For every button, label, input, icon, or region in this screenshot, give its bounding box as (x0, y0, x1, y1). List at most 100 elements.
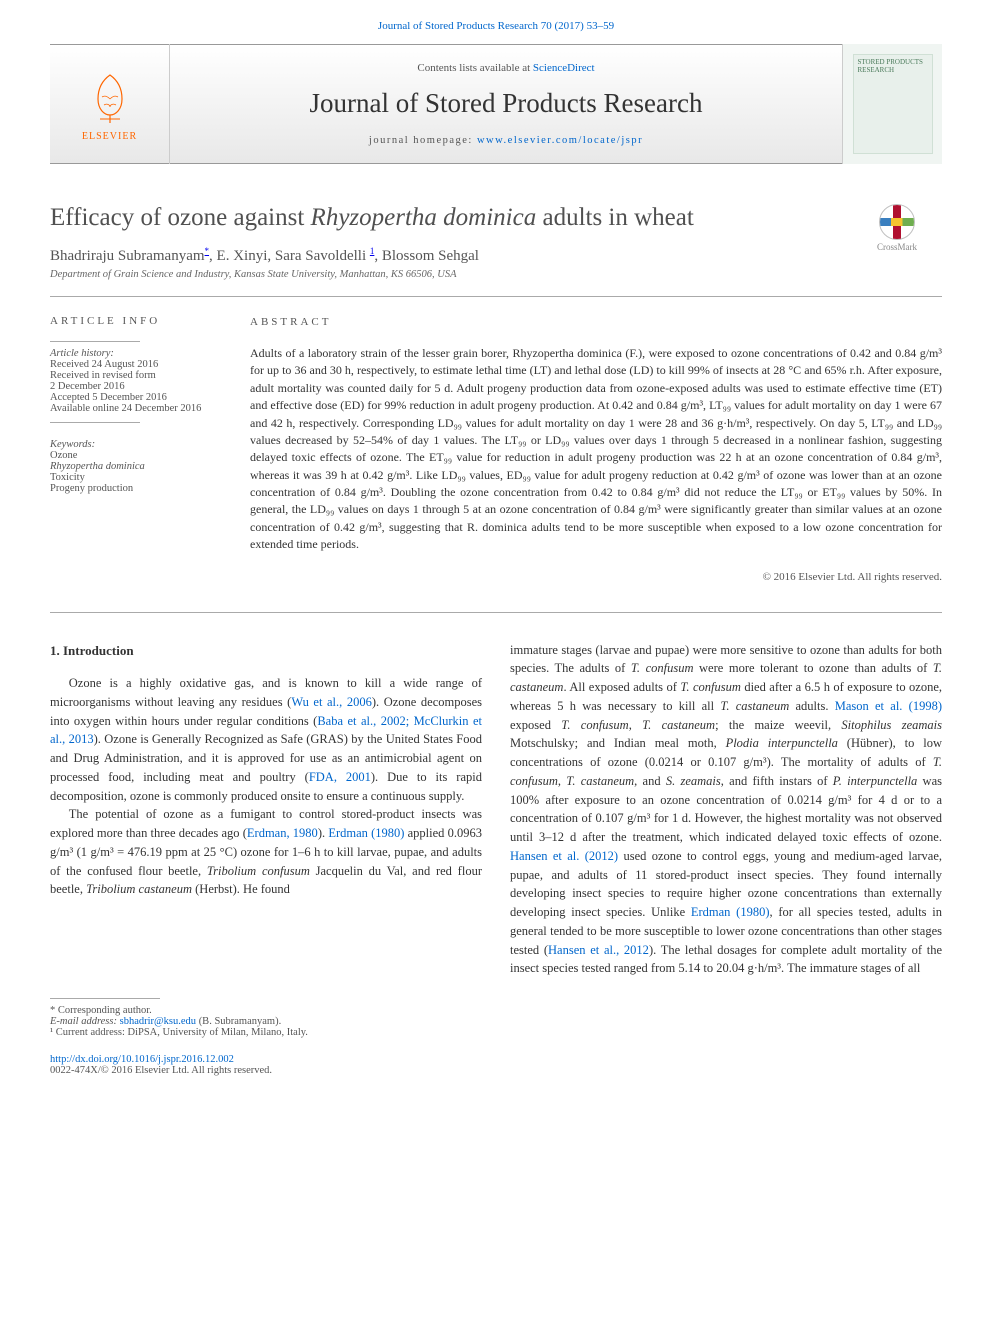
journal-homepage-line: journal homepage: www.elsevier.com/locat… (170, 135, 842, 146)
sp-tcastaneum: Tribolium castaneum (86, 882, 192, 896)
abstract-heading: abstract (250, 315, 942, 331)
keyword-3: Toxicity (50, 472, 230, 483)
crossmark-label: CrossMark (877, 242, 917, 252)
article-info-column: article info Article history: Received 2… (50, 297, 250, 586)
title-species: Rhyzopertha dominica (311, 204, 537, 231)
journal-banner: ELSEVIER Contents lists available at Sci… (50, 44, 942, 164)
sciencedirect-link[interactable]: ScienceDirect (533, 62, 595, 74)
history-accepted: Accepted 5 December 2016 (50, 392, 230, 403)
abstract-text: Adults of a laboratory strain of the les… (250, 345, 942, 554)
cover-title-text: STORED PRODUCTS RESEARCH (858, 59, 928, 74)
sp-tconfusum: Tribolium confusum (207, 864, 310, 878)
c2-em12: P. interpunctella (833, 774, 918, 788)
abstract-copyright: © 2016 Elsevier Ltd. All rights reserved… (250, 570, 942, 586)
authors-line: Bhadriraju Subramanyam*, E. Xinyi, Sara … (50, 246, 942, 265)
history-revised-2: 2 December 2016 (50, 381, 230, 392)
doi-block: http://dx.doi.org/10.1016/j.jspr.2016.12… (50, 1054, 942, 1076)
history-online: Available online 24 December 2016 (50, 403, 230, 414)
keywords-label: Keywords: (50, 439, 230, 450)
journal-cover-box: STORED PRODUCTS RESEARCH (842, 44, 942, 164)
title-post: adults in wheat (536, 204, 694, 231)
corresponding-author: * Corresponding author. (50, 1005, 942, 1016)
affiliation: Department of Grain Science and Industry… (50, 269, 942, 280)
ref-erdman-1980c[interactable]: Erdman (1980) (691, 905, 770, 919)
c2-em1: T. confusum (631, 661, 694, 675)
article-header: Efficacy of ozone against Rhyzopertha do… (50, 204, 942, 232)
ref-erdman-1980b[interactable]: Erdman (1980) (328, 826, 404, 840)
c2-em6: T. castaneum (642, 718, 715, 732)
c2-em4: T. castaneum (720, 699, 789, 713)
email-label: E-mail address: (50, 1016, 120, 1027)
c2-em5: T. confusum (561, 718, 628, 732)
section-1-heading: 1. Introduction (50, 641, 482, 661)
c2-em11: S. zeamais (666, 774, 721, 788)
info-heading: article info (50, 315, 230, 327)
footer-rule (50, 998, 160, 999)
ref-hansen-2012a[interactable]: Hansen et al. (2012) (510, 849, 618, 863)
citation-link[interactable]: Journal of Stored Products Research 70 (… (378, 20, 614, 32)
author-1: Bhadriraju Subramanyam (50, 248, 205, 264)
info-rule-2 (50, 422, 140, 423)
c2-m: , and fifth instars of (721, 774, 833, 788)
c2-em10: T. castaneum (566, 774, 634, 788)
ref-fda-2001[interactable]: FDA, 2001 (309, 770, 371, 784)
intro-para-2: The potential of ozone as a fumigant to … (50, 805, 482, 899)
c2-g: , (629, 718, 642, 732)
crossmark-icon (879, 204, 915, 240)
c2-c: . All exposed adults of (563, 680, 680, 694)
c2-f: exposed (510, 718, 561, 732)
homepage-link[interactable]: www.elsevier.com/locate/jspr (477, 135, 643, 146)
contents-lists-line: Contents lists available at ScienceDirec… (170, 62, 842, 74)
body-column-left: 1. Introduction Ozone is a highly oxidat… (50, 641, 482, 979)
journal-cover-thumbnail: STORED PRODUCTS RESEARCH (853, 54, 933, 154)
c2-em7: Sitophilus zeamais (841, 718, 942, 732)
crossmark-badge[interactable]: CrossMark (852, 204, 942, 252)
history-received: Received 24 August 2016 (50, 359, 230, 370)
article-title: Efficacy of ozone against Rhyzopertha do… (50, 204, 942, 232)
journal-name: Journal of Stored Products Research (170, 88, 842, 119)
ref-mason-1998[interactable]: Mason et al. (1998) (835, 699, 942, 713)
p2-b: ). (318, 826, 329, 840)
author-rest-1: , E. Xinyi, Sara Savoldelli (209, 248, 370, 264)
divider-bottom (50, 612, 942, 613)
body-columns: 1. Introduction Ozone is a highly oxidat… (50, 641, 942, 979)
ref-wu-2006[interactable]: Wu et al., 2006 (291, 695, 372, 709)
keyword-4: Progeny production (50, 483, 230, 494)
homepage-prefix: journal homepage: (369, 135, 477, 146)
elsevier-tree-icon (80, 67, 140, 127)
intro-para-1: Ozone is a highly oxidative gas, and is … (50, 674, 482, 805)
keyword-2: Rhyzopertha dominica (50, 461, 230, 472)
info-rule-1 (50, 341, 140, 342)
c2-l: , and (634, 774, 666, 788)
c2-h: ; the maize weevil, (715, 718, 841, 732)
doi-link[interactable]: http://dx.doi.org/10.1016/j.jspr.2016.12… (50, 1054, 234, 1065)
c2-e: adults. (789, 699, 834, 713)
abstract-column: abstract Adults of a laboratory strain o… (250, 297, 942, 586)
intro-para-2-cont: immature stages (larvae and pupae) were … (510, 641, 942, 979)
footer: * Corresponding author. E-mail address: … (50, 998, 942, 1076)
ref-hansen-2012b[interactable]: Hansen et al., 2012 (548, 943, 649, 957)
email-link[interactable]: sbhadrir@ksu.edu (120, 1016, 196, 1027)
history-revised-1: Received in revised form (50, 370, 230, 381)
p2-e: (Herbst). He found (192, 882, 290, 896)
email-suffix: (B. Subramanyam). (196, 1016, 281, 1027)
c2-em8: Plodia interpunctella (726, 736, 838, 750)
ref-erdman-1980a[interactable]: Erdman, 1980 (247, 826, 318, 840)
citation-header: Journal of Stored Products Research 70 (… (0, 0, 992, 44)
keyword-1: Ozone (50, 450, 230, 461)
publisher-logo-box: ELSEVIER (50, 44, 170, 164)
issn-line: 0022-474X/© 2016 Elsevier Ltd. All right… (50, 1065, 942, 1076)
banner-center: Contents lists available at ScienceDirec… (170, 52, 842, 156)
c2-i: Motschulsky; and Indian meal moth, (510, 736, 726, 750)
info-abstract-row: article info Article history: Received 2… (50, 297, 942, 586)
history-label: Article history: (50, 348, 230, 359)
c2-em3: T. confusum (680, 680, 741, 694)
publisher-label: ELSEVIER (82, 131, 137, 142)
body-column-right: immature stages (larvae and pupae) were … (510, 641, 942, 979)
c2-b: were more tolerant to ozone than adults … (693, 661, 932, 675)
title-pre: Efficacy of ozone against (50, 204, 311, 231)
footnote-1: ¹ Current address: DiPSA, University of … (50, 1027, 942, 1038)
author-rest-2: , Blossom Sehgal (374, 248, 479, 264)
contents-text: Contents lists available at (417, 62, 532, 74)
email-line: E-mail address: sbhadrir@ksu.edu (B. Sub… (50, 1016, 942, 1027)
